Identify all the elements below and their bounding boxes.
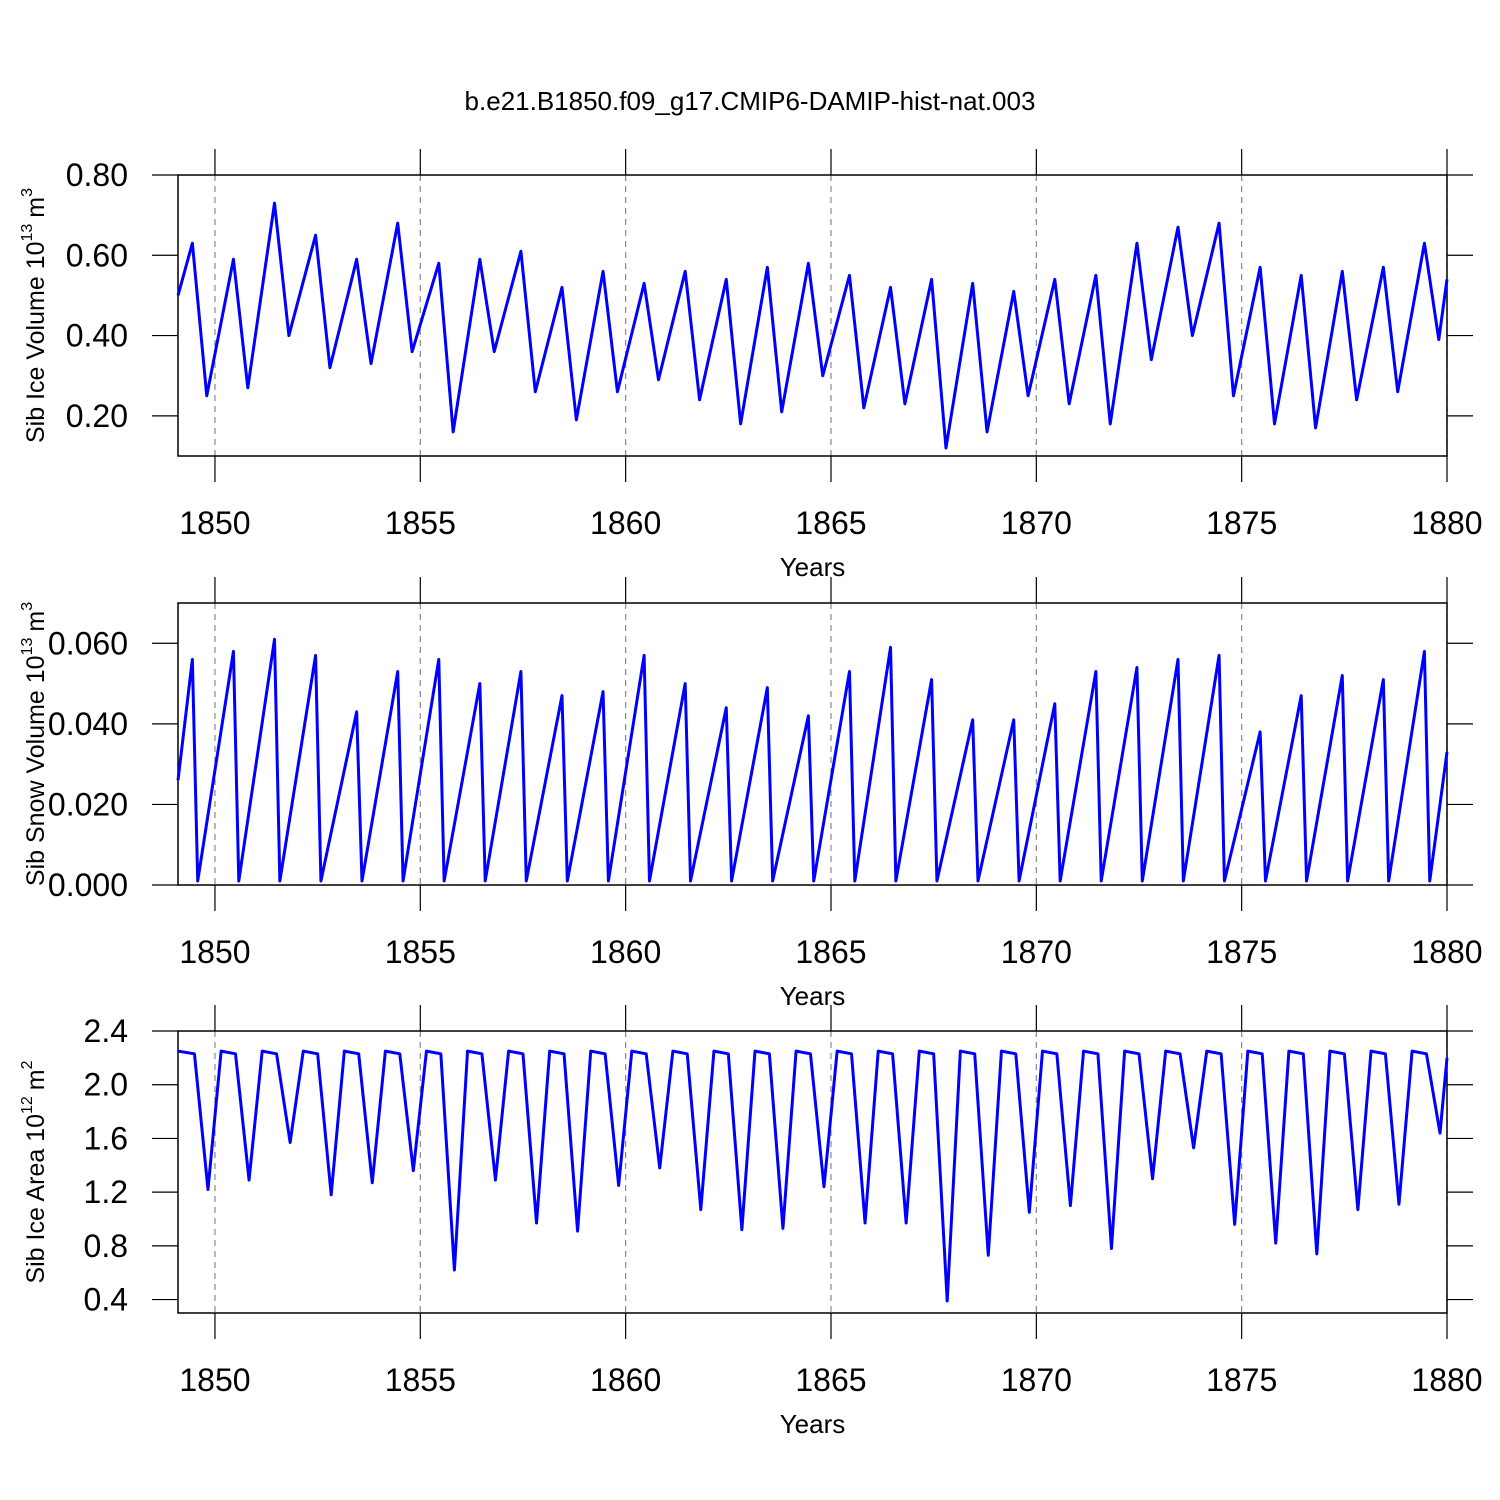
- y-tick-label: 1.6: [84, 1120, 128, 1156]
- x-tick-label: 1880: [1411, 934, 1482, 970]
- x-tick-label: 1875: [1206, 505, 1277, 541]
- data-line: [176, 637, 1449, 883]
- y-axis-label: Sib Ice Volume 1013 m3: [19, 188, 50, 443]
- y-tick-label: 0.4: [84, 1282, 128, 1318]
- y-tick-label: 0.060: [48, 625, 128, 661]
- x-tick-label: 1880: [1411, 505, 1482, 541]
- x-tick-label: 1860: [590, 505, 661, 541]
- y-label-exponent: 13: [19, 224, 36, 242]
- y-label-text: Sib Ice Volume 10: [22, 242, 50, 444]
- y-tick-label: 1.2: [84, 1174, 128, 1210]
- plot-frame: [177, 174, 1448, 457]
- y-tick-label: 0.60: [66, 237, 128, 273]
- x-tick-label: 1850: [179, 505, 250, 541]
- y-tick-label: 0.80: [66, 157, 128, 193]
- x-tick-label: 1865: [795, 934, 866, 970]
- y-label-text: m: [22, 611, 50, 632]
- x-tick-label: 1870: [1001, 1362, 1072, 1398]
- y-tick-label: 0.40: [66, 318, 128, 354]
- x-tick-label: 1865: [795, 505, 866, 541]
- y-label-text: Sib Ice Area 10: [22, 1114, 50, 1284]
- x-tick-label: 1855: [385, 505, 456, 541]
- y-tick-label: 0.000: [48, 867, 128, 903]
- y-tick-label: 0.020: [48, 786, 128, 822]
- y-label-text: Sib Snow Volume 10: [22, 655, 50, 886]
- x-tick-label: 1865: [795, 1362, 866, 1398]
- y-label-exponent: 13: [19, 638, 36, 656]
- x-tick-label: 1855: [385, 1362, 456, 1398]
- y-label-text: m: [22, 197, 50, 218]
- y-tick-label: 2.0: [84, 1067, 128, 1103]
- y-tick-label: 0.040: [48, 706, 128, 742]
- plot-frame: [177, 1030, 1448, 1314]
- y-label-exponent: 3: [19, 188, 36, 197]
- y-axis-label: Sib Ice Area 1012 m2: [19, 1060, 50, 1283]
- data-line: [177, 1049, 1449, 1303]
- x-tick-label: 1875: [1206, 934, 1277, 970]
- x-tick-label: 1860: [590, 1362, 661, 1398]
- data-line: [176, 201, 1449, 450]
- y-tick-label: 0.8: [84, 1228, 128, 1264]
- x-tick-label: 1850: [179, 1362, 250, 1398]
- x-tick-label: 1855: [385, 934, 456, 970]
- x-tick-label: 1870: [1001, 505, 1072, 541]
- plot-frame: [177, 602, 1448, 886]
- y-tick-label: 0.20: [66, 398, 128, 434]
- x-tick-label: 1880: [1411, 1362, 1482, 1398]
- y-label-text: m: [22, 1069, 50, 1090]
- x-tick-label: 1875: [1206, 1362, 1277, 1398]
- x-tick-label: 1860: [590, 934, 661, 970]
- y-label-exponent: 3: [19, 602, 36, 611]
- x-axis-label: Years: [780, 981, 846, 1011]
- x-axis-label: Years: [780, 552, 846, 582]
- chart-title: b.e21.B1850.f09_g17.CMIP6-DAMIP-hist-nat…: [465, 86, 1036, 116]
- y-axis-label: Sib Snow Volume 1013 m3: [19, 602, 50, 886]
- x-tick-label: 1850: [179, 934, 250, 970]
- x-tick-label: 1870: [1001, 934, 1072, 970]
- x-axis-label: Years: [780, 1409, 846, 1439]
- y-label-exponent: 2: [19, 1060, 36, 1069]
- y-tick-label: 2.4: [84, 1013, 128, 1049]
- y-label-exponent: 12: [19, 1096, 36, 1114]
